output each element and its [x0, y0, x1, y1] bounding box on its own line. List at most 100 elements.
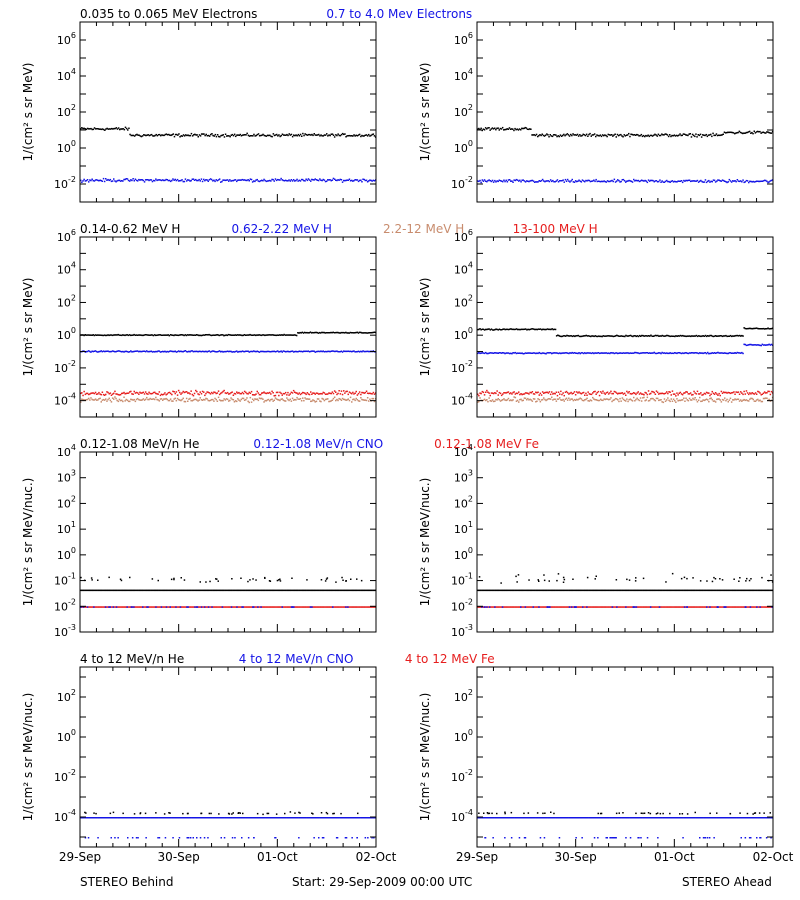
data-point	[103, 334, 106, 336]
data-point	[522, 353, 524, 355]
data-point	[326, 577, 329, 579]
data-point	[282, 392, 285, 395]
data-point	[567, 335, 569, 337]
data-point	[748, 606, 750, 608]
data-point	[277, 589, 279, 592]
data-point	[243, 606, 246, 608]
data-point	[594, 335, 597, 337]
data-point	[249, 135, 252, 137]
data-point	[298, 350, 301, 352]
data-point	[319, 135, 321, 137]
data-point	[572, 181, 575, 183]
data-point	[354, 392, 356, 394]
data-point	[277, 606, 279, 608]
data-point	[249, 589, 252, 592]
data-point	[255, 398, 257, 401]
data-point	[670, 135, 672, 138]
data-point	[669, 589, 671, 592]
data-point	[718, 352, 720, 354]
data-point	[630, 393, 633, 395]
data-point	[275, 817, 278, 819]
data-point	[282, 817, 285, 819]
data-point	[358, 606, 361, 608]
data-point	[331, 331, 333, 334]
data-point	[101, 350, 104, 353]
data-point	[672, 352, 675, 355]
data-point	[193, 398, 196, 401]
data-point	[686, 179, 688, 182]
data-point	[366, 392, 369, 394]
data-point	[721, 335, 724, 338]
data-point	[614, 181, 617, 183]
data-point	[91, 606, 93, 608]
data-point	[633, 396, 635, 399]
data-point	[738, 606, 741, 608]
data-point	[231, 334, 233, 336]
data-point	[478, 127, 480, 130]
data-point	[134, 589, 137, 592]
data-point	[143, 134, 145, 136]
data-point	[326, 133, 328, 135]
data-point	[754, 392, 757, 394]
data-point	[234, 400, 237, 402]
data-point	[305, 589, 307, 592]
data-point	[135, 398, 138, 401]
data-point	[726, 606, 728, 608]
data-point	[282, 134, 285, 136]
data-point	[142, 398, 145, 400]
data-point	[499, 392, 502, 395]
data-point	[727, 181, 729, 183]
series-red	[477, 389, 774, 397]
data-point	[689, 133, 691, 135]
series-blue	[80, 817, 377, 819]
data-point	[646, 135, 648, 137]
data-point	[683, 606, 686, 608]
data-point	[294, 817, 296, 819]
data-point	[213, 391, 215, 393]
data-point	[696, 352, 699, 354]
data-point	[190, 589, 192, 592]
data-point	[299, 589, 302, 592]
data-point	[246, 397, 248, 399]
data-point	[689, 589, 692, 592]
data-point	[84, 128, 87, 130]
data-point	[341, 397, 344, 400]
data-point	[645, 606, 647, 608]
data-point	[639, 392, 642, 394]
data-point	[322, 350, 324, 352]
data-point	[95, 334, 98, 336]
data-point	[259, 397, 262, 400]
data-point	[761, 606, 764, 608]
data-point	[769, 344, 772, 346]
data-point	[511, 393, 513, 395]
data-point	[753, 344, 756, 346]
data-point	[510, 180, 512, 182]
data-point	[537, 391, 539, 393]
data-point	[360, 135, 362, 138]
data-point	[549, 398, 552, 400]
data-point	[134, 400, 137, 403]
data-point	[758, 400, 760, 402]
data-point	[91, 579, 93, 581]
data-point	[365, 350, 368, 353]
data-point	[265, 135, 268, 137]
data-point	[126, 606, 128, 608]
data-point	[195, 398, 197, 401]
data-point	[258, 817, 261, 819]
data-point	[730, 589, 733, 592]
data-point	[126, 178, 129, 180]
data-point	[768, 589, 770, 592]
data-point	[151, 180, 154, 183]
data-point	[135, 134, 137, 136]
data-point	[553, 398, 555, 400]
data-point	[549, 393, 552, 396]
data-point	[140, 606, 142, 608]
data-point	[93, 399, 96, 401]
data-point	[769, 328, 772, 330]
data-point	[302, 332, 305, 334]
data-point	[196, 350, 198, 353]
data-point	[710, 133, 712, 136]
data-point	[557, 589, 560, 592]
data-point	[176, 606, 179, 608]
data-point	[770, 132, 773, 134]
